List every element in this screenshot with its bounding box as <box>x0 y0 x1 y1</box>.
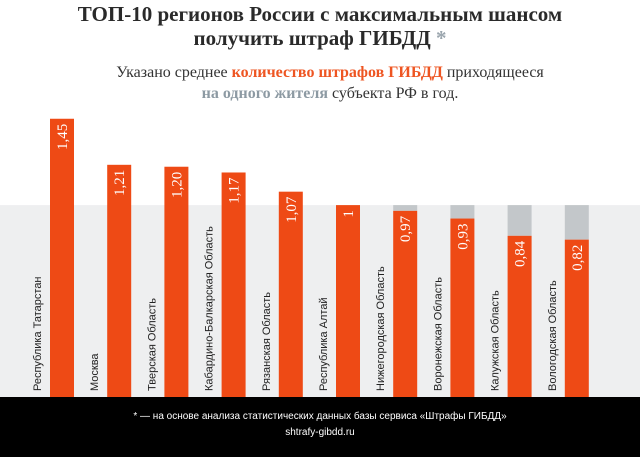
bar-gap-cap <box>450 205 475 219</box>
category-label: Рязанская Область <box>261 292 273 391</box>
subtitle-part-3: субъекта РФ в год. <box>328 85 459 102</box>
bar <box>450 218 475 397</box>
bar <box>278 191 303 397</box>
reference-band <box>0 205 640 397</box>
bar-chart: 1,45 Республика Татарстан 1,21 Москва 1,20 Тв… <box>0 118 640 397</box>
bar <box>164 166 189 397</box>
subtitle-part-2: приходящееся <box>442 64 544 81</box>
title-asterisk: * <box>435 26 447 50</box>
subtitle-highlight-resident: на одного жителя <box>201 85 329 102</box>
bar-value-label: 1,17 <box>227 177 243 204</box>
bar-value-label: 0,97 <box>398 215 414 242</box>
bar-value-label: 1,20 <box>169 172 185 198</box>
category-label: Калужская Область <box>490 290 502 391</box>
bar-value-label: 0,84 <box>513 240 529 267</box>
title-line-1: ТОП-10 регионов России с максимальным ша… <box>77 2 563 26</box>
bar-value-label: 1,45 <box>55 124 71 150</box>
bar-value-label: 1,07 <box>284 196 300 223</box>
category-label: Москва <box>89 353 101 391</box>
bar <box>564 239 589 397</box>
category-label: Республика Татарстан <box>32 276 44 391</box>
chart-title: ТОП-10 регионов России с максимальным ша… <box>0 2 640 50</box>
bar-gap-cap <box>564 205 589 240</box>
bar-value-label: 1 <box>341 210 357 218</box>
category-label: Воронежская Область <box>432 277 444 391</box>
category-label: Республика Алтай <box>318 297 330 391</box>
bar-gap-cap <box>393 205 418 211</box>
category-label: Тверская Область <box>146 298 158 391</box>
bar <box>221 172 246 397</box>
bar <box>507 235 532 397</box>
bar <box>107 164 132 397</box>
subtitle-highlight-fines: количество штрафов ГИБДД <box>231 64 443 81</box>
footer-note: * — на основе анализа статистических дан… <box>133 411 507 422</box>
bar-value-label: 1,21 <box>112 170 128 196</box>
bar <box>393 210 418 397</box>
bar-value-label: 0,82 <box>570 245 586 271</box>
chart-subtitle: Указано среднее количество штрафов ГИБДД… <box>70 62 590 104</box>
category-label: Нижегородская Область <box>375 266 387 391</box>
bar <box>336 205 360 397</box>
footer: * — на основе анализа статистических дан… <box>0 397 640 457</box>
bar <box>50 118 74 397</box>
footer-site-link: shtrafy-gibdd.ru <box>285 427 355 438</box>
bar-value-label: 0,93 <box>455 224 471 250</box>
subtitle-part-1: Указано среднее <box>116 64 232 81</box>
category-label: Кабардино-Балкарская Область <box>204 226 216 391</box>
category-label: Вологодская Область <box>547 280 559 391</box>
bar-gap-cap <box>507 205 532 236</box>
title-line-2: получить штраф ГИБДД <box>193 26 431 50</box>
